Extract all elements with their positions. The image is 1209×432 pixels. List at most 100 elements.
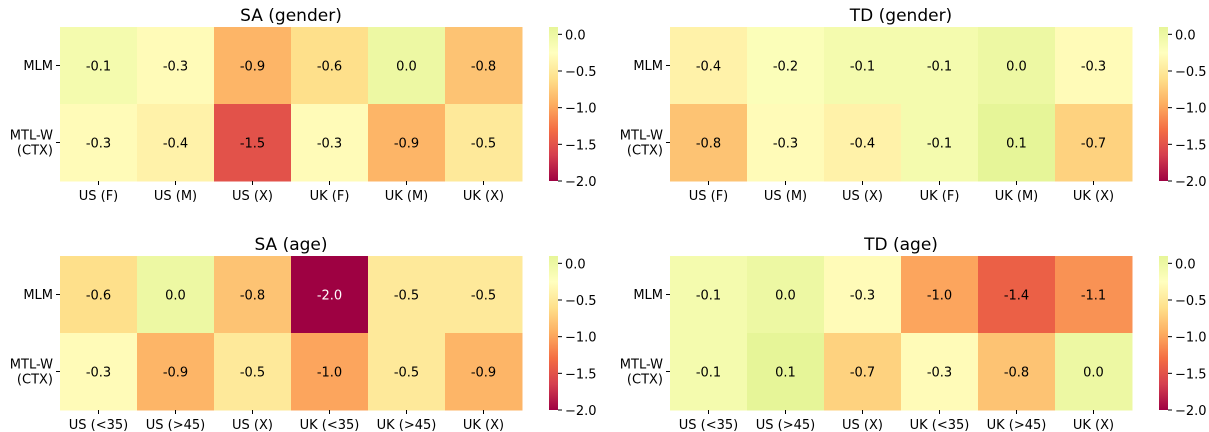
x-tick-label: US (X) [232, 418, 273, 432]
heatmap-cell [214, 27, 292, 105]
cell-value-label: -1.0 [927, 289, 952, 304]
x-tick-label: US (<35) [69, 418, 128, 432]
colorbar-tick-label: −1.5 [1175, 138, 1207, 153]
heatmap-cell [670, 333, 748, 411]
colorbar-tick-label: 0.0 [565, 28, 586, 43]
x-tick-label: UK (>45) [987, 418, 1047, 432]
y-tick-label: MTL-W (CTX) [10, 358, 53, 388]
cell-value-label: -0.3 [927, 366, 952, 381]
heatmap-cell [291, 333, 369, 411]
heatmap-cell [445, 104, 523, 182]
x-tick-label: UK (F) [920, 189, 960, 204]
cell-value-label: 0.0 [1083, 366, 1104, 381]
x-tick-label: US (X) [842, 189, 883, 204]
heatmap-cell [1055, 104, 1133, 182]
colorbar-tick-label: −0.5 [1175, 65, 1207, 80]
y-tick-label: MTL-W (CTX) [620, 129, 663, 159]
cell-value-label: 0.0 [1006, 60, 1027, 75]
heatmap-cell [445, 27, 523, 105]
colorbar [549, 256, 558, 410]
cell-value-label: -0.4 [163, 137, 188, 152]
cell-value-label: -0.3 [86, 137, 111, 152]
cell-value-label: -2.0 [317, 289, 342, 304]
y-tick-label: MTL-W (CTX) [620, 358, 663, 388]
cell-value-label: -0.7 [850, 366, 875, 381]
heatmap-cell [747, 333, 825, 411]
x-tick-label: UK (X) [463, 189, 504, 204]
heatmap-panel: SA (age) -0.6 0.0 -0.8 -2.0 -0.5 -0.5 -0.3 -0.9 -… [10, 235, 597, 432]
x-tick-label: UK (X) [1073, 418, 1114, 432]
cell-value-label: -0.8 [240, 289, 265, 304]
y-tick-label: MLM [633, 288, 663, 303]
cell-value-label: -0.5 [471, 289, 496, 304]
heatmap-cell [368, 256, 446, 334]
cell-value-label: -0.1 [696, 366, 721, 381]
colorbar-tick-label: −1.5 [565, 138, 597, 153]
x-tick-label: UK (<35) [910, 418, 970, 432]
colorbar-tick-label: −0.5 [565, 294, 597, 309]
heatmap-cell [368, 27, 446, 105]
cell-value-label: 0.1 [1006, 137, 1027, 152]
heatmap-cell [1055, 256, 1133, 334]
heatmap-cell [901, 333, 979, 411]
cell-value-label: -0.2 [773, 60, 798, 75]
y-tick-label: MLM [23, 59, 53, 74]
cell-value-label: -1.5 [240, 137, 265, 152]
colorbar [549, 27, 558, 181]
colorbar-tick-label: −1.5 [565, 367, 597, 382]
colorbar-tick-label: −0.5 [565, 65, 597, 80]
heatmap-cell [978, 27, 1056, 105]
cell-value-label: -1.4 [1004, 289, 1029, 304]
x-tick-label: UK (>45) [377, 418, 437, 432]
cell-value-label: -0.5 [240, 366, 265, 381]
heatmap-cell [137, 104, 215, 182]
colorbar-tick-label: −2.0 [1175, 404, 1207, 419]
heatmap-cell [670, 256, 748, 334]
x-tick-label: UK (M) [995, 189, 1039, 204]
heatmap-cell [747, 256, 825, 334]
heatmap-cell [60, 333, 138, 411]
heatmap-cell [60, 256, 138, 334]
chart-title: TD (age) [863, 235, 938, 255]
colorbar [1159, 27, 1168, 181]
heatmap-cell [445, 256, 523, 334]
heatmap-cell [670, 27, 748, 105]
heatmap-panel: SA (gender) -0.1 -0.3 -0.9 -0.6 0.0 -0.8 -0.3 -0… [10, 6, 597, 204]
y-tick-label: MLM [23, 288, 53, 303]
cell-value-label: -0.8 [1004, 366, 1029, 381]
x-tick-label: US (M) [154, 189, 197, 204]
cell-value-label: -0.6 [317, 60, 342, 75]
cell-value-label: -0.1 [86, 60, 111, 75]
colorbar [1159, 256, 1168, 410]
heatmap-cell [978, 333, 1056, 411]
x-tick-label: US (F) [79, 189, 119, 204]
cell-value-label: -0.4 [696, 60, 721, 75]
heatmap-cell [901, 104, 979, 182]
heatmap-cell [60, 27, 138, 105]
heatmap-cell [1055, 333, 1133, 411]
heatmap-cell [368, 104, 446, 182]
heatmap-cell [214, 333, 292, 411]
colorbar-tick-label: −1.5 [1175, 367, 1207, 382]
heatmap-cell [214, 256, 292, 334]
heatmap-cell [901, 27, 979, 105]
x-tick-label: UK (X) [463, 418, 504, 432]
x-tick-label: US (M) [764, 189, 807, 204]
cell-value-label: -1.0 [317, 366, 342, 381]
heatmap-cell [824, 256, 902, 334]
colorbar-tick-label: −2.0 [1175, 175, 1207, 190]
x-tick-label: UK (<35) [300, 418, 360, 432]
colorbar-tick-label: −1.0 [1175, 331, 1207, 346]
cell-value-label: -0.3 [1081, 60, 1106, 75]
colorbar-tick-label: −2.0 [565, 175, 597, 190]
x-tick-label: US (X) [232, 189, 273, 204]
colorbar-tick-label: −1.0 [565, 331, 597, 346]
heatmap-cell [747, 27, 825, 105]
heatmap-cell [1055, 27, 1133, 105]
colorbar-tick-label: −1.0 [565, 102, 597, 117]
cell-value-label: 0.0 [396, 60, 417, 75]
heatmap-cell [291, 27, 369, 105]
cell-value-label: -0.4 [850, 137, 875, 152]
cell-value-label: -0.3 [86, 366, 111, 381]
x-tick-label: UK (F) [310, 189, 350, 204]
